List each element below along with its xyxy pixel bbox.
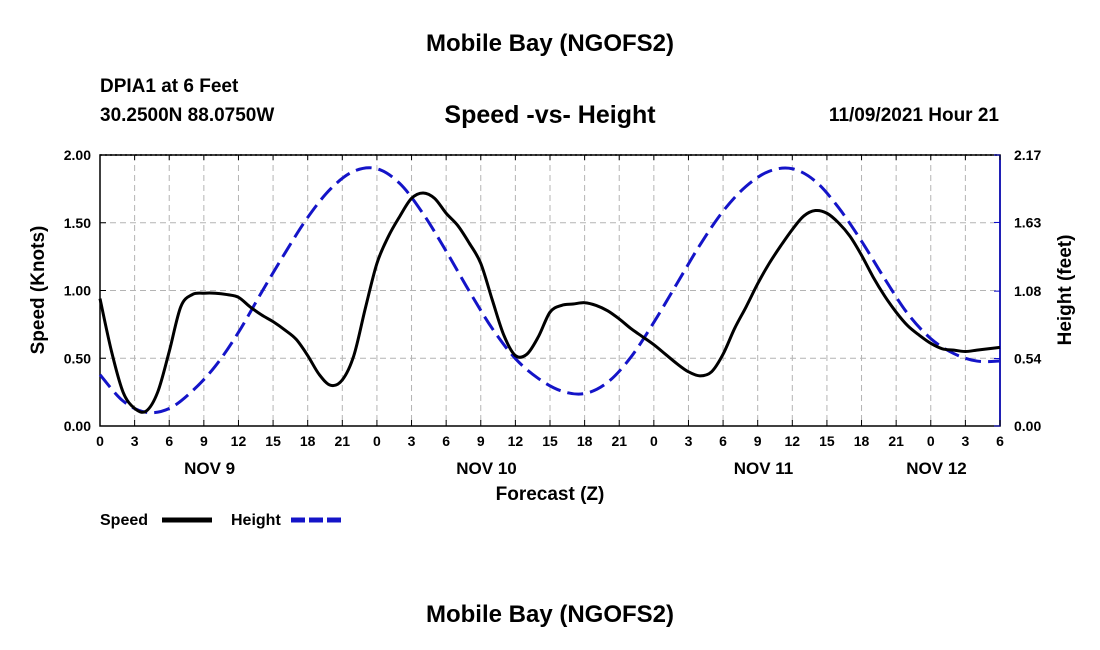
legend-height-label: Height: [231, 512, 281, 529]
x-tick-label: 0: [650, 433, 658, 449]
y-tick-label: 1.00: [64, 283, 91, 299]
x-tick-label: 0: [373, 433, 381, 449]
x-tick-label: 12: [231, 433, 247, 449]
y2-axis-label: Height (feet): [1055, 235, 1076, 346]
y2-tick-label: 1.63: [1014, 214, 1041, 230]
y2-tick-label: 1.08: [1014, 283, 1041, 299]
x-tick-label: 12: [508, 433, 524, 449]
height-series-line: [98, 166, 1001, 415]
x-tick-label: 6: [442, 433, 450, 449]
page-title: Mobile Bay (NGOFS2): [425, 30, 675, 57]
x-tick-label: 15: [542, 433, 558, 449]
x-tick-label: 9: [754, 433, 762, 449]
x-tick-label: 18: [300, 433, 316, 449]
day-label: NOV 11: [734, 459, 794, 478]
x-tick-label: 3: [961, 433, 969, 449]
x-tick-label: 21: [335, 433, 351, 449]
y-tick-label: 0.00: [64, 418, 91, 434]
x-tick-label: 6: [996, 433, 1004, 449]
forecast-timestamp: 11/09/2021 Hour 21: [828, 105, 999, 126]
legend: Speed Height: [100, 512, 343, 529]
station-coordinates: 30.2500N 88.0750W: [100, 105, 275, 126]
x-tick-label: 3: [685, 433, 693, 449]
x-tick-label: 0: [96, 433, 104, 449]
y-tick-label: 0.50: [64, 350, 91, 366]
series: [98, 166, 1001, 415]
y-tick-label: 1.50: [64, 215, 91, 231]
x-tick-label: 9: [200, 433, 208, 449]
station-label: DPIA1 at 6 Feet: [100, 76, 239, 97]
x-tick-label: 18: [577, 433, 593, 449]
y2-tick-label: 0.00: [1014, 418, 1041, 434]
grid: [100, 155, 1000, 426]
x-tick-label: 21: [611, 433, 627, 449]
y-axis-label: Speed (Knots): [28, 226, 49, 355]
x-tick-label: 18: [854, 433, 870, 449]
day-label: NOV 9: [184, 459, 235, 478]
chart-title: Speed -vs- Height: [444, 101, 656, 129]
x-tick-label: 12: [785, 433, 801, 449]
x-tick-label: 0: [927, 433, 935, 449]
speed-series-line: [98, 191, 1001, 414]
day-label: NOV 10: [456, 459, 516, 478]
x-tick-label: 21: [888, 433, 904, 449]
x-tick-label: 6: [165, 433, 173, 449]
axis-ticks: 0 3 6 9 12 15 18 21 0 3 6 9 12 15 18 21 0 3 6 9 12 15 18 21 0 3 60…: [64, 147, 1042, 478]
legend-speed-label: Speed: [100, 512, 148, 529]
x-tick-label: 15: [819, 433, 835, 449]
y-tick-label: 2.00: [64, 147, 91, 163]
y2-tick-label: 0.54: [1014, 351, 1041, 367]
y2-tick-label: 2.17: [1014, 147, 1041, 163]
x-tick-label: 15: [265, 433, 281, 449]
bottom-page-title: Mobile Bay (NGOFS2): [425, 601, 675, 628]
x-tick-label: 3: [408, 433, 416, 449]
x-tick-label: 6: [719, 433, 727, 449]
x-axis-label: Forecast (Z): [496, 484, 605, 505]
x-tick-label: 3: [131, 433, 139, 449]
day-label: NOV 12: [906, 459, 966, 478]
x-tick-label: 9: [477, 433, 485, 449]
